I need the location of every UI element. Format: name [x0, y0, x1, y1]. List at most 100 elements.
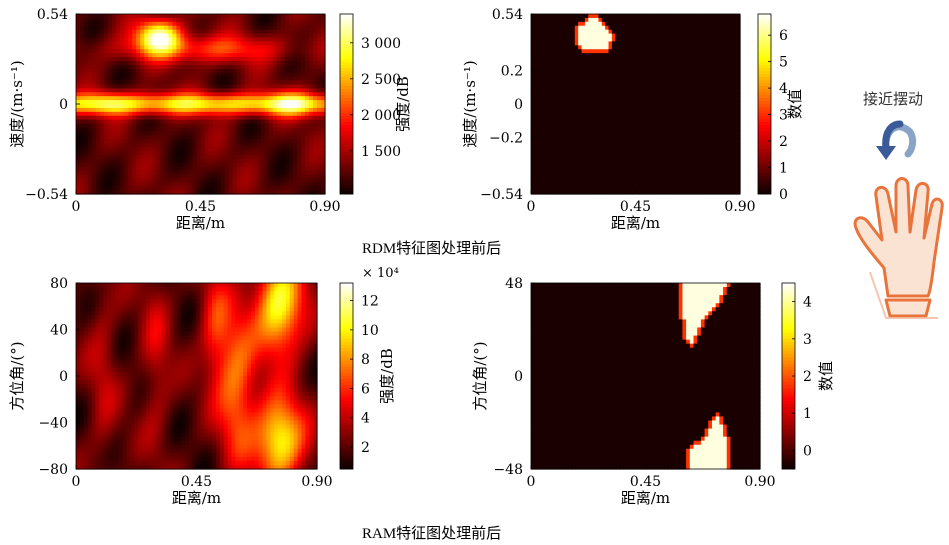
heatmap-cell — [537, 96, 542, 101]
heatmap-cell — [578, 53, 583, 58]
heatmap-cell — [605, 45, 610, 50]
heatmap-cell — [196, 33, 202, 39]
heatmap-cell — [598, 174, 603, 179]
heatmap-cell — [578, 96, 583, 101]
heatmap-cell — [128, 53, 133, 58]
heatmap-cell — [605, 41, 610, 46]
heatmap-cell — [578, 49, 583, 54]
heatmap-cell — [320, 57, 326, 62]
heatmap-cell — [568, 45, 573, 50]
heatmap-cell — [605, 150, 610, 156]
heatmap-cell — [578, 182, 583, 187]
heatmap-cell — [320, 131, 326, 136]
heatmap-cell — [180, 182, 186, 187]
heatmap-cell — [272, 29, 278, 35]
heatmap-cell — [601, 76, 606, 82]
heatmap-cell — [622, 139, 626, 144]
heatmap-cell — [256, 57, 262, 62]
heatmap-cell — [176, 123, 182, 129]
colorbar-swatch — [340, 29, 353, 33]
heatmap-cell — [312, 127, 318, 132]
heatmap-cell — [611, 150, 616, 156]
heatmap-cell — [204, 143, 210, 148]
heatmap-cell — [568, 104, 573, 109]
heatmap-cell — [662, 182, 667, 187]
heatmap-cell — [591, 84, 596, 89]
heatmap-cell — [116, 104, 121, 109]
heatmap-cell — [224, 127, 230, 132]
heatmap-cell — [598, 111, 603, 117]
heatmap-cell — [180, 127, 186, 132]
heatmap-cell — [568, 68, 573, 74]
heatmap-cell — [557, 21, 562, 27]
heatmap-cell — [136, 139, 141, 144]
heatmap-cell — [601, 25, 606, 31]
heatmap-cell — [192, 147, 198, 152]
heatmap-cell — [212, 115, 218, 121]
heatmap-cell — [220, 25, 226, 31]
heatmap-cell — [228, 147, 234, 152]
heatmap-cell — [168, 154, 173, 160]
heatmap-cell — [272, 135, 278, 140]
heatmap-cell — [568, 162, 573, 168]
heatmap-cell — [256, 64, 262, 70]
heatmap-cell — [176, 29, 182, 35]
heatmap-cell — [672, 182, 677, 187]
heatmap-cell — [584, 150, 589, 156]
heatmap-cell — [662, 25, 667, 31]
heatmap-cell — [632, 174, 637, 179]
heatmap-cell — [675, 162, 680, 168]
heatmap-cell — [584, 139, 589, 144]
heatmap-cell — [655, 158, 660, 164]
heatmap-cell — [260, 80, 266, 86]
heatmap-cell — [608, 154, 613, 160]
heatmap-cell — [212, 119, 218, 125]
heatmap-cell — [152, 49, 157, 54]
heatmap-cell — [256, 41, 262, 46]
heatmap-cell — [544, 166, 549, 172]
heatmap-cell — [669, 123, 674, 129]
heatmap-cell — [220, 72, 226, 78]
heatmap-cell — [308, 162, 314, 168]
heatmap-cell — [625, 186, 630, 191]
heatmap-cell — [578, 100, 583, 105]
heatmap-cell — [652, 29, 657, 35]
heatmap-cell — [276, 37, 282, 42]
heatmap-cell — [88, 49, 93, 54]
heatmap-cell — [308, 158, 314, 164]
heatmap-cell — [248, 186, 254, 191]
heatmap-cell — [568, 139, 573, 144]
heatmap-cell — [84, 139, 89, 144]
heatmap-cell — [292, 158, 298, 164]
heatmap-cell — [672, 14, 677, 19]
heatmap-cell — [128, 123, 133, 129]
heatmap-cell — [300, 131, 306, 136]
heatmap-cell — [571, 182, 576, 187]
heatmap-cell — [116, 92, 121, 97]
heatmap-cell — [140, 53, 145, 58]
heatmap-cell — [208, 135, 214, 140]
heatmap-cell — [220, 123, 226, 129]
heatmap-cell — [642, 29, 647, 35]
heatmap-cell — [212, 186, 218, 191]
heatmap-cell — [564, 45, 569, 50]
heatmap-cell — [642, 84, 647, 89]
heatmap-cell — [544, 60, 549, 66]
heatmap-cell — [148, 162, 153, 168]
heatmap-cell — [675, 107, 680, 113]
heatmap-cell — [554, 174, 559, 179]
heatmap-cell — [652, 127, 657, 132]
heatmap-cell — [124, 127, 129, 132]
heatmap-cell — [537, 41, 542, 46]
heatmap-cell — [622, 49, 626, 54]
heatmap-cell — [665, 60, 670, 66]
heatmap-cell — [632, 37, 637, 42]
heatmap-cell — [196, 166, 202, 172]
heatmap-cell — [132, 143, 137, 148]
heatmap-cell — [679, 127, 684, 132]
heatmap-cell — [300, 135, 306, 140]
heatmap-cell — [192, 92, 198, 97]
heatmap-cell — [605, 17, 610, 23]
heatmap-cell — [248, 139, 254, 144]
heatmap-cell — [659, 135, 664, 140]
